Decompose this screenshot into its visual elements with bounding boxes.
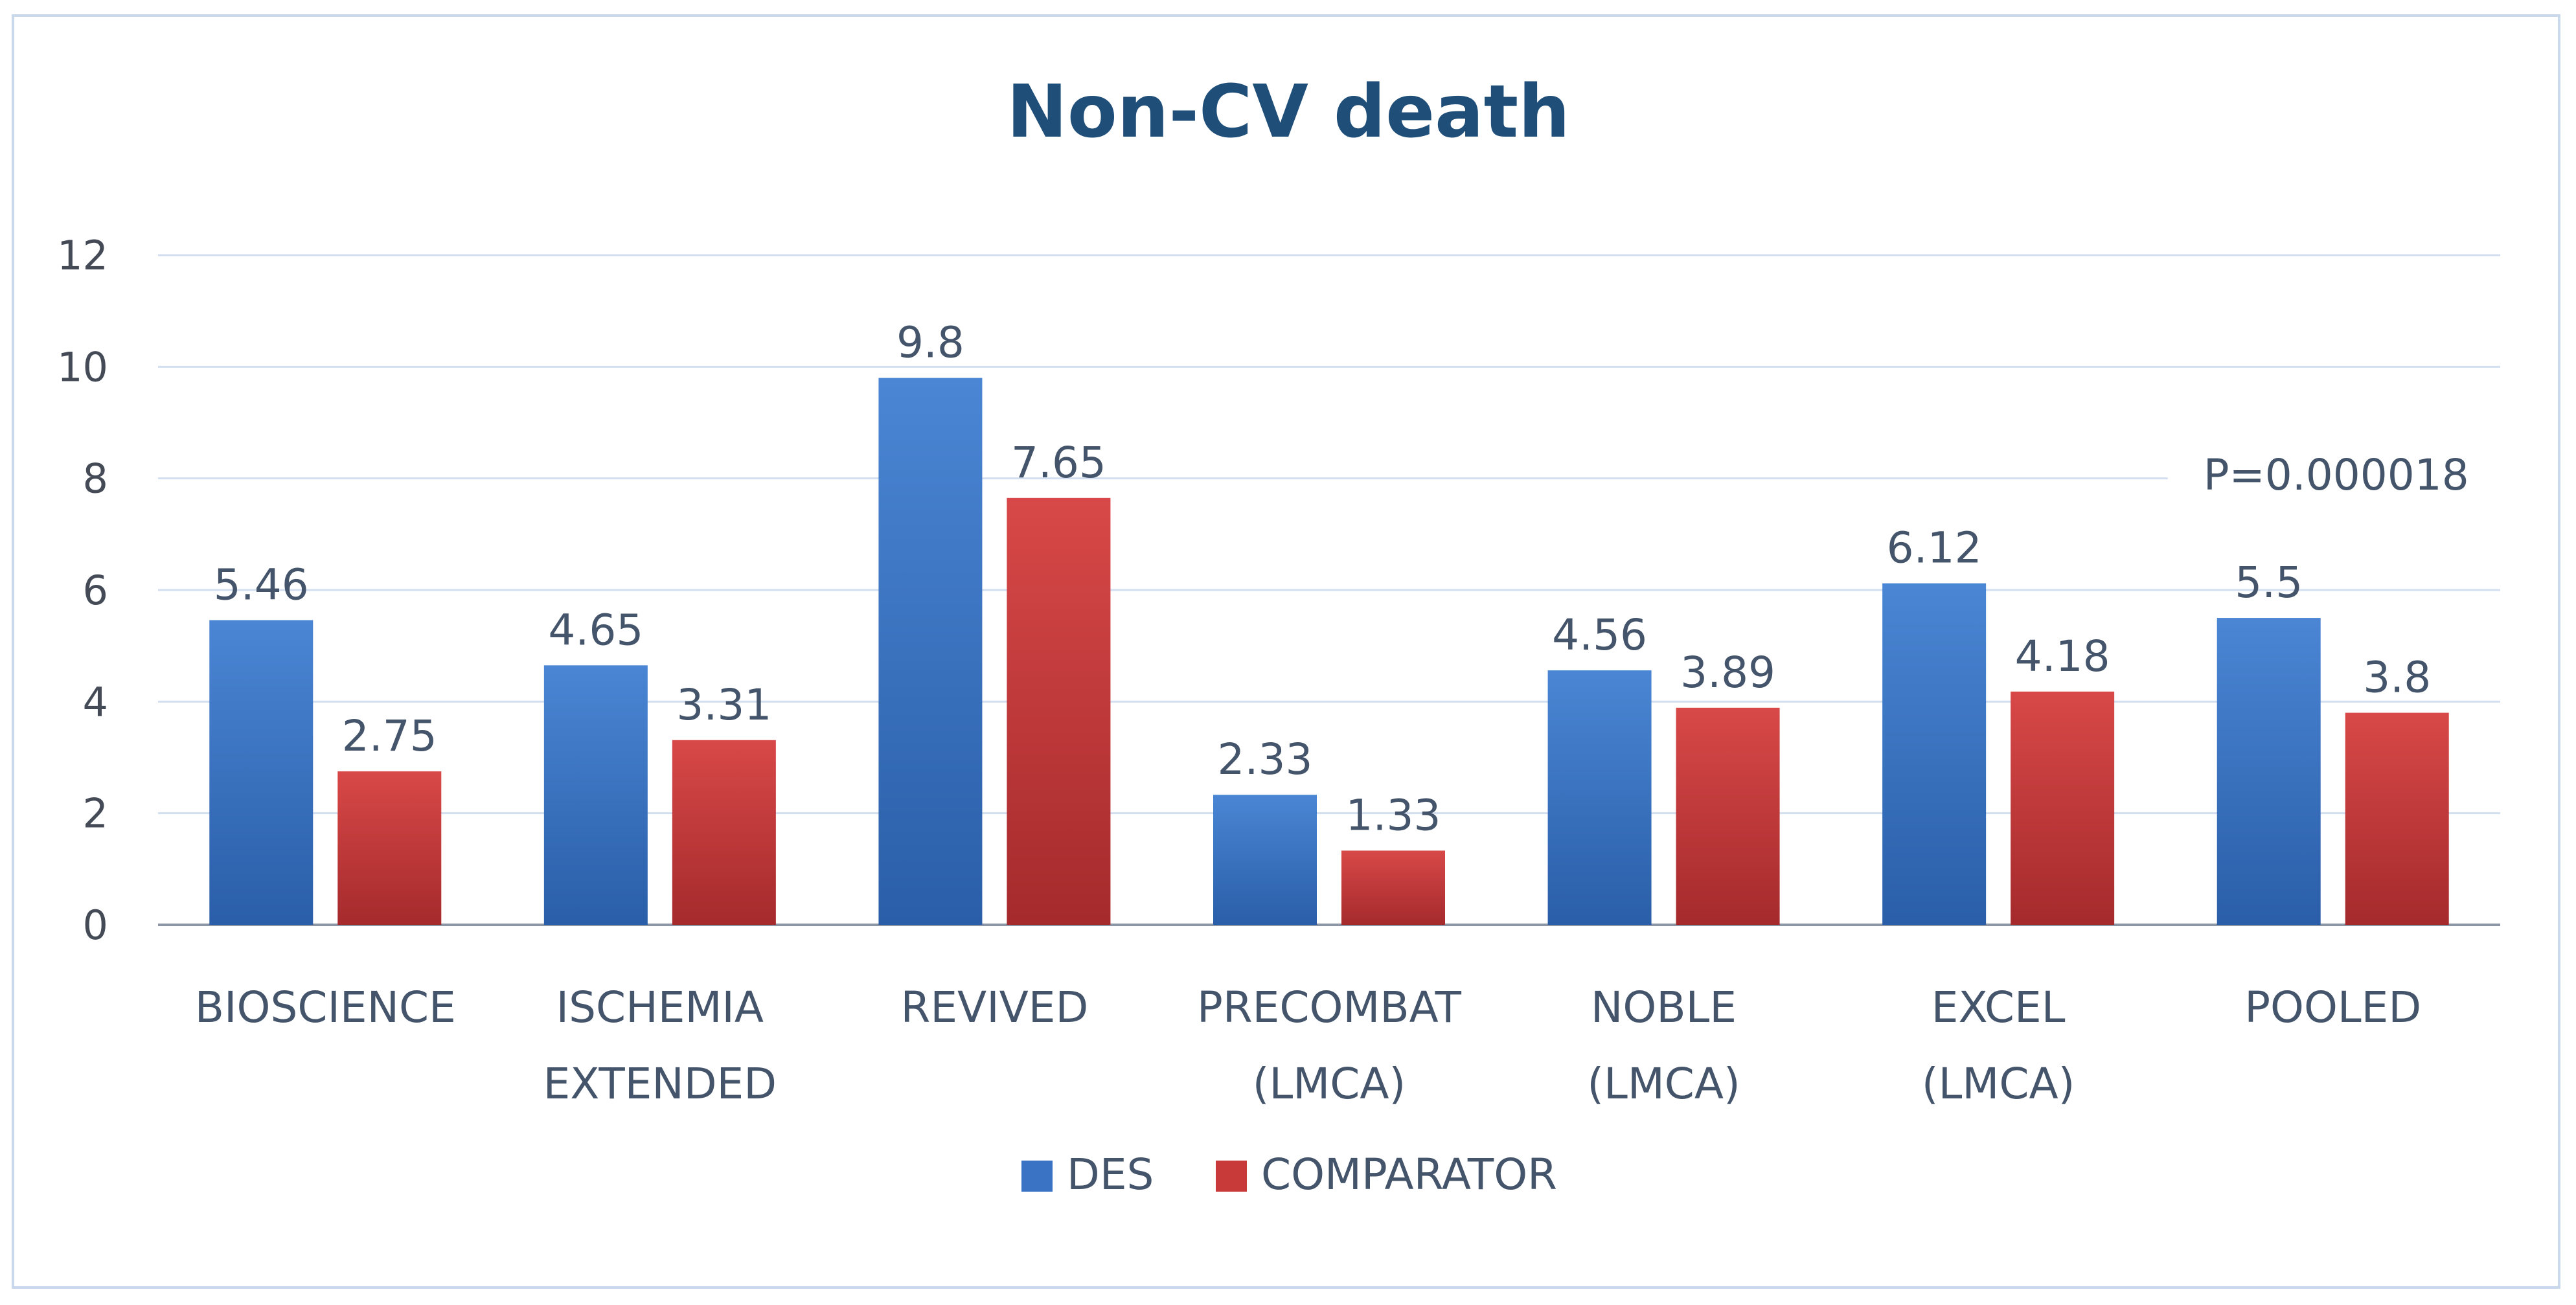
- category-label: EXCEL: [1932, 982, 2066, 1032]
- bar-comparator-0: [337, 771, 442, 925]
- y-tick-label: 8: [83, 455, 108, 503]
- data-label: 5.46: [214, 560, 309, 610]
- data-label: 3.8: [2363, 653, 2431, 703]
- chart-frame: Non-CV death 0 2 4 6 8 10 12 5.46 2.75 4.65 3.31 9…: [12, 14, 2560, 1289]
- y-tick-label: 10: [57, 343, 108, 391]
- data-label: 2.33: [1218, 734, 1313, 784]
- bar-comparator-5: [2011, 691, 2115, 925]
- data-label: 9.8: [896, 318, 964, 368]
- data-labels: 5.46 2.75 4.65 3.31 9.8 7.65 2.33 1.33 4.56 3.89 6…: [214, 318, 2431, 841]
- category-label: REVIVED: [900, 982, 1088, 1032]
- bar-comparator-4: [1676, 707, 1780, 925]
- data-label: 4.18: [2015, 631, 2110, 681]
- legend-swatch-des: [1021, 1161, 1053, 1192]
- bar-des-5: [1882, 583, 1987, 925]
- category-label: BIOSCIENCE: [195, 982, 456, 1032]
- category-label: (LMCA): [1922, 1059, 2075, 1109]
- bar-des-4: [1547, 670, 1652, 925]
- data-label: 3.31: [676, 680, 771, 730]
- data-label: 1.33: [1346, 790, 1441, 840]
- bar-comparator-6: [2345, 712, 2449, 925]
- y-tick-label: 0: [83, 902, 108, 949]
- legend-swatch-comparator: [1216, 1161, 1247, 1192]
- category-label: (LMCA): [1587, 1059, 1740, 1109]
- bar-des-3: [1213, 795, 1317, 925]
- p-value-annotation: P=0.000018: [2204, 450, 2469, 500]
- legend-label-des: DES: [1067, 1150, 1154, 1199]
- bars: [209, 378, 2449, 925]
- data-label: 7.65: [1011, 438, 1106, 488]
- bar-des-1: [543, 665, 648, 925]
- category-label: NOBLE: [1591, 982, 1737, 1032]
- bar-comparator-2: [1007, 497, 1111, 925]
- legend: DES COMPARATOR: [1021, 1150, 1557, 1199]
- bar-des-0: [209, 620, 313, 925]
- y-tick-label: 2: [83, 790, 108, 837]
- category-label: (LMCA): [1253, 1059, 1406, 1109]
- legend-label-comparator: COMPARATOR: [1261, 1150, 1557, 1199]
- data-label: 4.56: [1552, 610, 1647, 660]
- annotation-background: [2167, 438, 2505, 509]
- bar-des-2: [878, 378, 983, 925]
- gridlines: [158, 254, 2500, 926]
- data-label: 4.65: [548, 605, 643, 655]
- category-label: ISCHEMIA: [556, 982, 764, 1032]
- category-label: POOLED: [2244, 982, 2421, 1032]
- chart-title: Non-CV death: [1007, 70, 1570, 154]
- category-label: EXTENDED: [543, 1059, 777, 1109]
- y-tick-label: 12: [57, 232, 108, 279]
- category-label: PRECOMBAT: [1197, 982, 1462, 1032]
- bar-comparator-1: [672, 740, 776, 925]
- bar-des-6: [2217, 618, 2321, 925]
- y-tick-label: 4: [83, 678, 108, 725]
- data-label: 3.89: [1680, 648, 1775, 698]
- y-tick-label: 6: [83, 567, 108, 614]
- x-axis-categories: BIOSCIENCE ISCHEMIA EXTENDED REVIVED PRECOMB…: [195, 982, 2421, 1109]
- data-label: 5.5: [2235, 558, 2303, 607]
- data-label: 6.12: [1887, 523, 1982, 573]
- y-axis-ticks: 0 2 4 6 8 10 12: [57, 232, 108, 949]
- bar-comparator-3: [1341, 850, 1445, 925]
- annotations: P=0.000018: [2167, 438, 2505, 509]
- data-label: 2.75: [342, 711, 437, 761]
- chart-canvas: Non-CV death 0 2 4 6 8 10 12 5.46 2.75 4.65 3.31 9…: [57, 70, 2505, 1199]
